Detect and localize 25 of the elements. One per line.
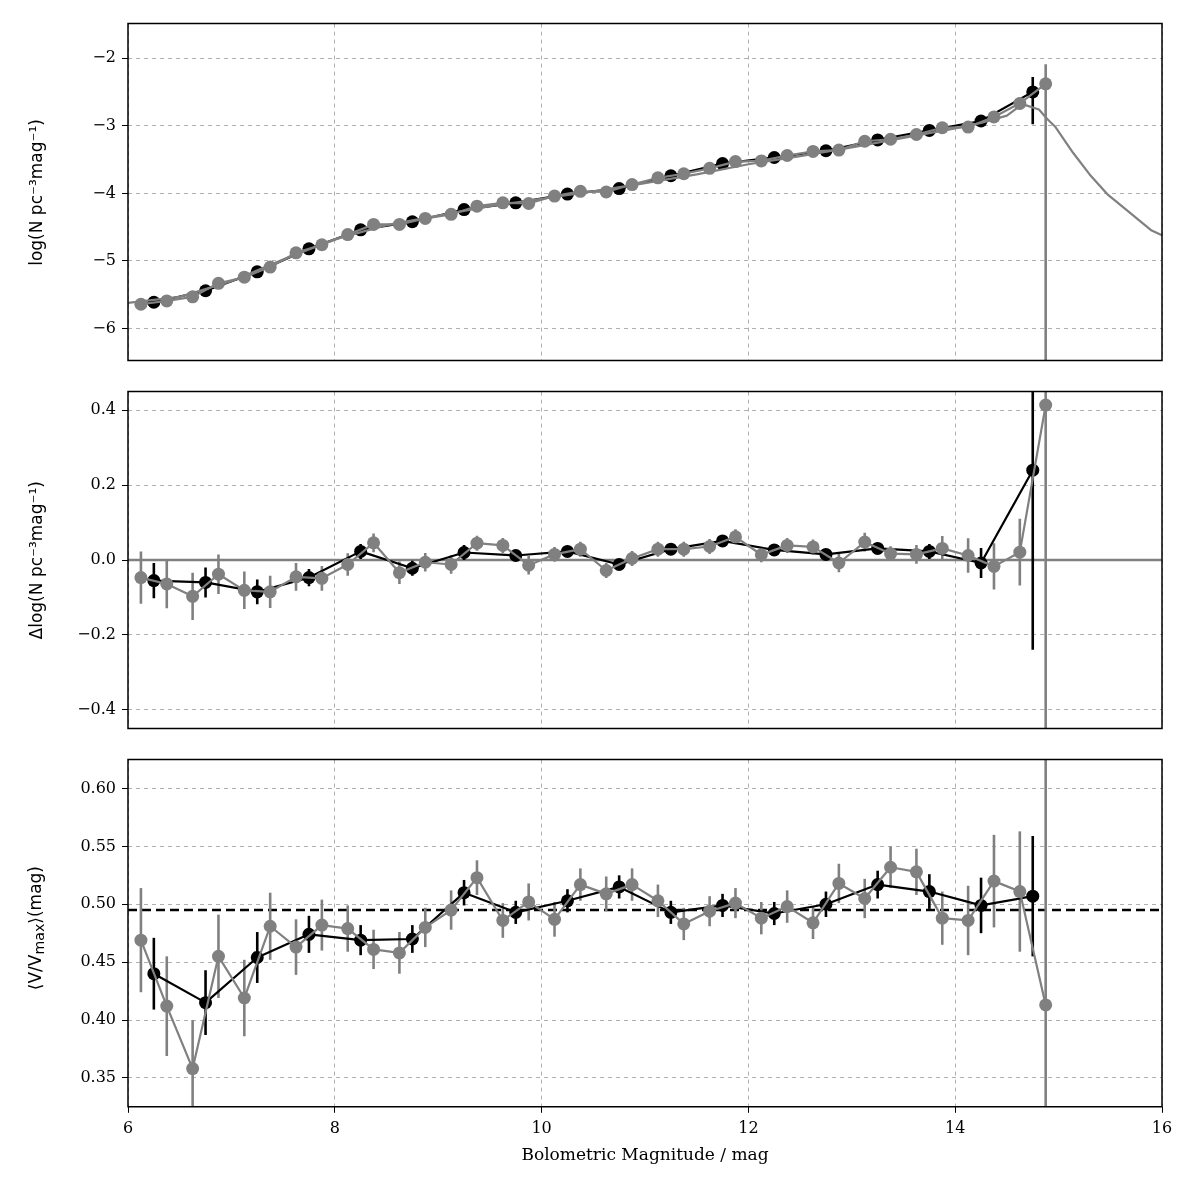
- y-tick-label: 0.50: [80, 893, 116, 913]
- y-tick-label: −6: [92, 317, 116, 337]
- y-tick-label: 0.4: [90, 399, 116, 419]
- x-tick-label: 16: [1151, 1117, 1173, 1137]
- y-tick-label: 0.2: [90, 474, 116, 494]
- y-tick-label: 0.35: [80, 1067, 116, 1087]
- y-tick-label: −5: [92, 250, 116, 270]
- y-tick-label: −0.2: [77, 624, 116, 643]
- y-tick-label: −3: [92, 114, 116, 134]
- x-tick-label: 10: [531, 1117, 552, 1137]
- x-tick-label: 8: [329, 1117, 340, 1137]
- y-tick-label: −0.4: [77, 698, 116, 718]
- y-tick-label: −4: [92, 182, 116, 202]
- x-tick-label: 12: [738, 1117, 759, 1137]
- y-tick-label: 0.45: [80, 951, 116, 971]
- y-tick-label: 0.60: [80, 777, 116, 797]
- y-tick-label: −2: [92, 47, 116, 67]
- y-axis-title: Δlog(N pc⁻³mag⁻¹): [26, 480, 46, 640]
- x-axis-title: Bolometric Magnitude / mag: [520, 1144, 770, 1164]
- y-axis-title: log(N pc⁻³mag⁻¹): [26, 118, 46, 266]
- x-tick-label: 6: [122, 1117, 134, 1137]
- y-tick-label: 0.40: [80, 1009, 116, 1029]
- y-tick-label: 0.0: [90, 549, 116, 569]
- x-tick-label: 14: [945, 1117, 966, 1137]
- y-tick-label: 0.55: [80, 835, 116, 855]
